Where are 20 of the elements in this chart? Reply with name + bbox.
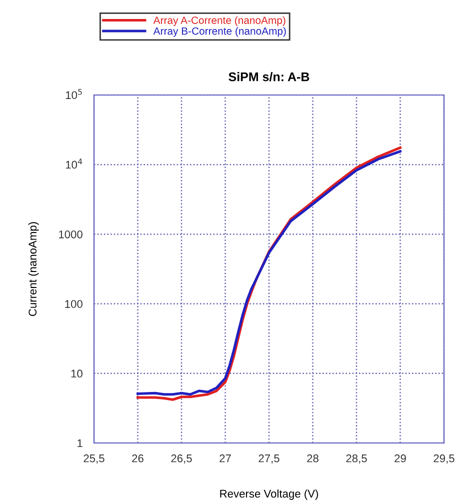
y-axis-title: Current (nanoAmp) bbox=[28, 222, 39, 316]
x-tick-label: 25,5 bbox=[84, 454, 104, 464]
x-tick-label: 27 bbox=[220, 454, 231, 462]
x-tick-label: 28,5 bbox=[346, 454, 367, 464]
y-tick-label: 10$^{5}$ bbox=[66, 89, 82, 100]
chart-title: SiPM s/n: A-B bbox=[228, 72, 310, 82]
legend-label: Array A-Corrente (nanoAmp) bbox=[153, 16, 286, 26]
x-tick-label: 29,5 bbox=[434, 454, 454, 464]
x-tick-label: 27,5 bbox=[258, 454, 280, 464]
y-tick-label: 10 bbox=[71, 370, 82, 378]
x-tick-label: 26 bbox=[132, 454, 144, 462]
y-tick-label: 1000 bbox=[59, 230, 82, 238]
x-tick-label: 26,5 bbox=[171, 454, 192, 464]
y-tick-label: 1 bbox=[78, 439, 82, 448]
y-tick-label: 10$^{4}$ bbox=[66, 158, 82, 169]
x-axis-title: Reverse Voltage (V) bbox=[220, 489, 318, 500]
legend-label: Array B-Corrente (nanoAmp) bbox=[153, 27, 286, 37]
y-tick-label: 100 bbox=[65, 300, 82, 308]
x-tick-label: 29 bbox=[394, 454, 406, 462]
x-tick-label: 28 bbox=[307, 454, 318, 462]
